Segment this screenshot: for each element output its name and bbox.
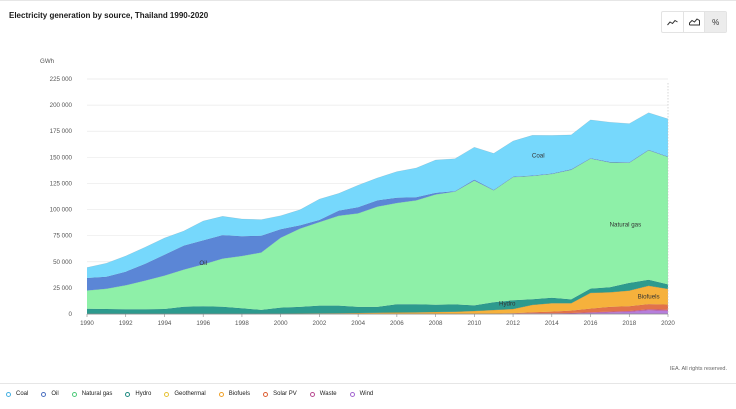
area-series bbox=[86, 112, 669, 315]
y-tick-label: 200 000 bbox=[50, 102, 73, 109]
y-tick-label: 100 000 bbox=[50, 207, 73, 214]
y-tick-label: 50 000 bbox=[53, 259, 72, 266]
x-tick-label: 2006 bbox=[390, 320, 404, 327]
x-tick-label: 2008 bbox=[429, 320, 443, 327]
x-tick-label: 2014 bbox=[545, 320, 559, 327]
x-tick-label: 2002 bbox=[313, 320, 327, 327]
legend-label: Hydro bbox=[135, 391, 152, 397]
legend-item-biofuels[interactable]: Biofuels bbox=[218, 391, 251, 397]
y-tick-label: 150 000 bbox=[50, 154, 73, 161]
x-tick-label: 2010 bbox=[467, 320, 481, 327]
legend-item-oil[interactable]: Oil bbox=[41, 391, 59, 397]
legend-item-geothermal[interactable]: Geothermal bbox=[164, 391, 206, 397]
area-natural-gas bbox=[87, 150, 668, 310]
legend-marker-icon bbox=[349, 391, 355, 397]
y-tick-label: 125 000 bbox=[50, 180, 73, 187]
legend-marker-icon bbox=[218, 391, 224, 397]
x-tick-label: 1994 bbox=[158, 320, 172, 327]
chart-type-toolbar: % bbox=[661, 11, 727, 33]
x-tick-label: 2018 bbox=[622, 320, 636, 327]
legend-marker-icon bbox=[309, 391, 315, 397]
area-oil bbox=[87, 149, 668, 291]
legend-label: Waste bbox=[319, 391, 337, 397]
credit-text: IEA. All rights reserved. bbox=[669, 366, 727, 372]
legend-marker-icon bbox=[263, 391, 269, 397]
y-axis-label: GWh bbox=[40, 58, 55, 65]
legend: Coal Oil Natural gas Hydro Geothermal Biofuel… bbox=[6, 391, 386, 397]
top-divider bbox=[0, 0, 736, 1]
y-tick-label: 225 000 bbox=[50, 76, 73, 83]
area-coal bbox=[87, 112, 668, 278]
legend-marker-icon bbox=[6, 391, 11, 397]
x-tick-label: 2012 bbox=[506, 320, 520, 327]
y-tick-label: 25 000 bbox=[53, 285, 72, 292]
legend-marker-icon bbox=[164, 391, 170, 397]
area-biofuels bbox=[87, 285, 668, 314]
area-chart-icon bbox=[688, 18, 700, 26]
x-tick-label: 2020 bbox=[661, 320, 675, 327]
legend-marker-icon bbox=[41, 391, 47, 397]
area-label: Coal bbox=[532, 152, 545, 159]
x-tick-label: 1996 bbox=[196, 320, 210, 327]
legend-item-solar-pv[interactable]: Solar PV bbox=[263, 391, 297, 397]
area-label: Biofuels bbox=[638, 293, 660, 300]
area-edge-coal bbox=[86, 112, 669, 268]
x-tick-label: 1990 bbox=[80, 320, 94, 327]
legend-item-wind[interactable]: Wind bbox=[349, 391, 374, 397]
line-chart-icon bbox=[666, 19, 678, 25]
legend-marker-icon bbox=[71, 391, 77, 397]
x-tick-label: 1992 bbox=[119, 320, 133, 327]
y-tick-label: 0 bbox=[69, 311, 73, 318]
area-chart: 0 25 000 50 000 75 000 100 000 125 000 150 000… bbox=[40, 58, 675, 327]
x-tick-label: 1998 bbox=[235, 320, 249, 327]
legend-item-coal[interactable]: Coal bbox=[6, 391, 28, 397]
area-chart-button[interactable] bbox=[684, 12, 706, 32]
area-label: Hydro bbox=[499, 301, 516, 308]
legend-label: Oil bbox=[51, 391, 59, 397]
area-hydro bbox=[87, 279, 668, 314]
legend-label: Natural gas bbox=[81, 391, 113, 397]
legend-label: Wind bbox=[359, 391, 374, 397]
area-label: Oil bbox=[199, 260, 207, 267]
area-labels: Coal Oil Natural gas Hydro Biofuels bbox=[199, 152, 659, 307]
legend-item-hydro[interactable]: Hydro bbox=[125, 391, 151, 397]
legend-label: Solar PV bbox=[273, 391, 297, 397]
legend-label: Biofuels bbox=[228, 391, 251, 397]
legend-label: Geothermal bbox=[174, 391, 206, 397]
legend-divider bbox=[0, 383, 736, 384]
percent-button[interactable]: % bbox=[705, 12, 727, 32]
area-label: Natural gas bbox=[610, 221, 642, 228]
y-tick-label: 75 000 bbox=[53, 233, 72, 240]
legend-item-natural-gas[interactable]: Natural gas bbox=[71, 391, 113, 397]
x-tick-label: 2004 bbox=[351, 320, 365, 327]
axes: 0 25 000 50 000 75 000 100 000 125 000 150 000… bbox=[40, 58, 675, 327]
x-tick-label: 2000 bbox=[274, 320, 288, 327]
legend-item-waste[interactable]: Waste bbox=[309, 391, 337, 397]
chart-title: Electricity generation by source, Thaila… bbox=[9, 11, 209, 20]
line-chart-button[interactable] bbox=[662, 12, 684, 32]
legend-label: Coal bbox=[16, 391, 29, 397]
y-tick-label: 175 000 bbox=[50, 128, 73, 135]
x-tick-label: 2016 bbox=[584, 320, 598, 327]
legend-marker-icon bbox=[125, 391, 131, 397]
